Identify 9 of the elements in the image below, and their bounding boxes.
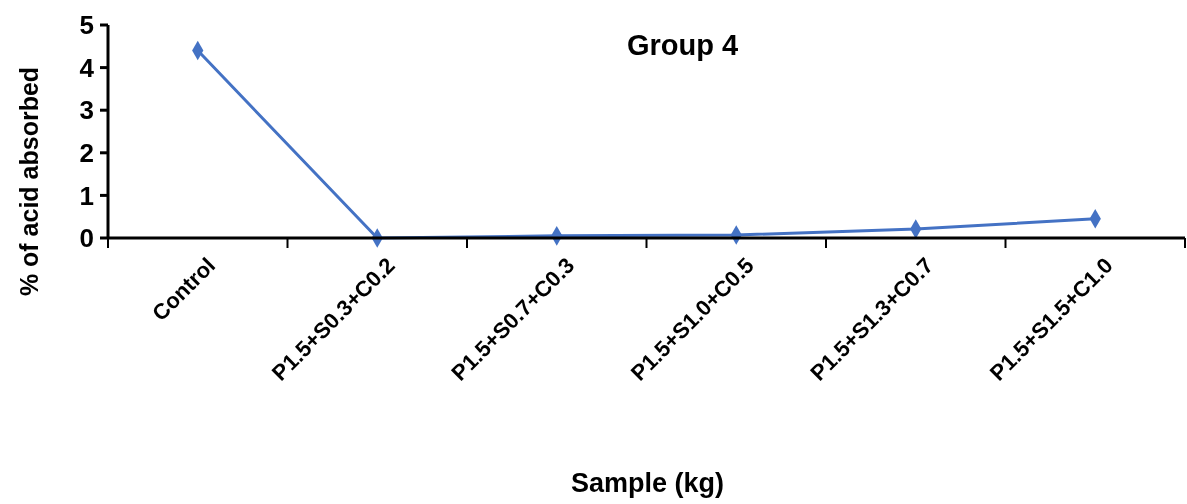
y-axis-title: % of acid absorbed (15, 66, 43, 297)
y-tick-label: 3 (79, 95, 94, 126)
y-tick-label: 5 (79, 10, 94, 41)
y-tick-label: 0 (79, 223, 94, 254)
chart-title: Group 4 (626, 29, 739, 61)
y-tick-label: 2 (79, 137, 94, 168)
y-tick-label: 4 (79, 52, 95, 83)
y-tick-label: 1 (79, 180, 94, 211)
x-axis-title: Sample (kg) (570, 468, 725, 498)
